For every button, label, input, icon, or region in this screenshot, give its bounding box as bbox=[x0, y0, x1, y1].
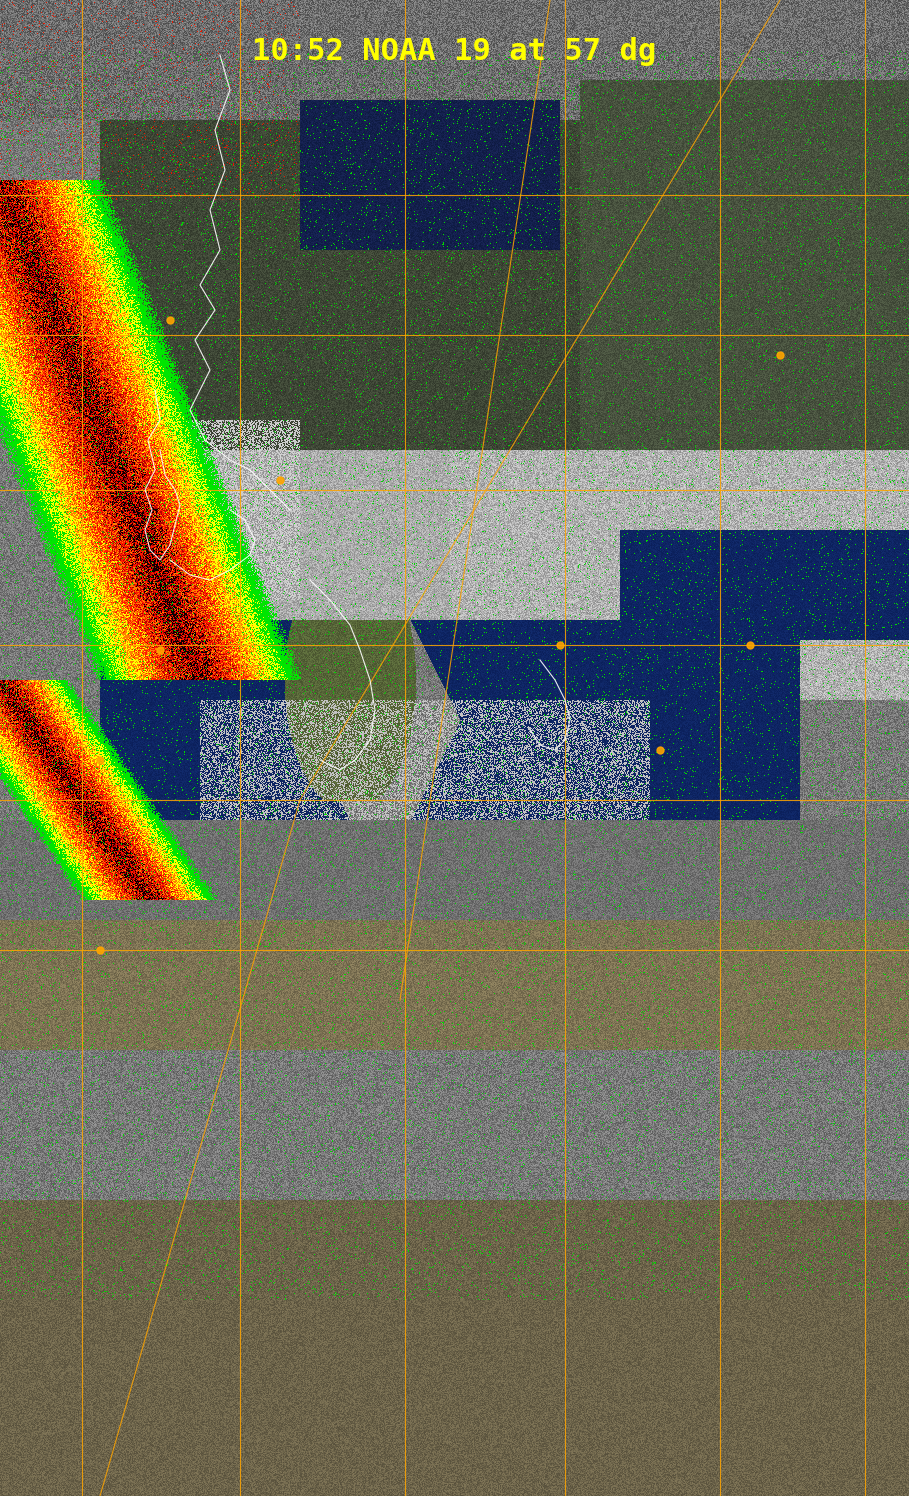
Text: 10:52 NOAA 19 at 57 dg: 10:52 NOAA 19 at 57 dg bbox=[253, 37, 656, 66]
